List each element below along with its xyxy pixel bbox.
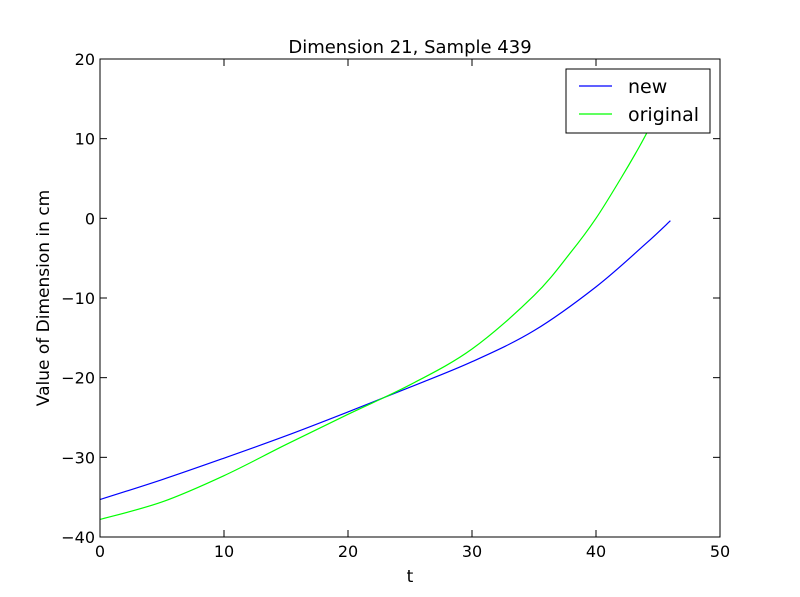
x-axis-title: t	[407, 567, 414, 587]
x-tick-label: 40	[586, 542, 606, 561]
series-line-original	[100, 120, 654, 521]
y-tick-label: −40	[61, 528, 95, 547]
y-tick-label: −20	[61, 369, 95, 388]
x-tick-label: 0	[95, 542, 105, 561]
legend-box	[565, 68, 711, 134]
x-tick-label: 30	[462, 542, 482, 561]
legend-label-original: original	[628, 104, 699, 126]
y-tick-label: 20	[75, 50, 95, 69]
y-tick-label: −10	[61, 289, 95, 308]
legend: new original	[565, 68, 711, 134]
series-line-new	[100, 220, 671, 501]
ticks-layer: 0 10 20 30 40 50 −40 −30 −20 −10 0 10 20	[61, 50, 730, 561]
legend-label-new: new	[628, 76, 667, 98]
y-tick-label: 0	[85, 209, 95, 228]
plot-frame	[99, 58, 721, 538]
series-layer	[100, 120, 671, 521]
x-tick-label: 10	[214, 542, 234, 561]
y-tick-label: 10	[75, 130, 95, 149]
x-tick-label: 50	[710, 542, 730, 561]
y-axis-title: Value of Dimension in cm	[34, 190, 54, 406]
y-tick-label: −30	[61, 448, 95, 467]
x-tick-label: 20	[338, 542, 358, 561]
chart-title: Dimension 21, Sample 439	[288, 37, 531, 58]
